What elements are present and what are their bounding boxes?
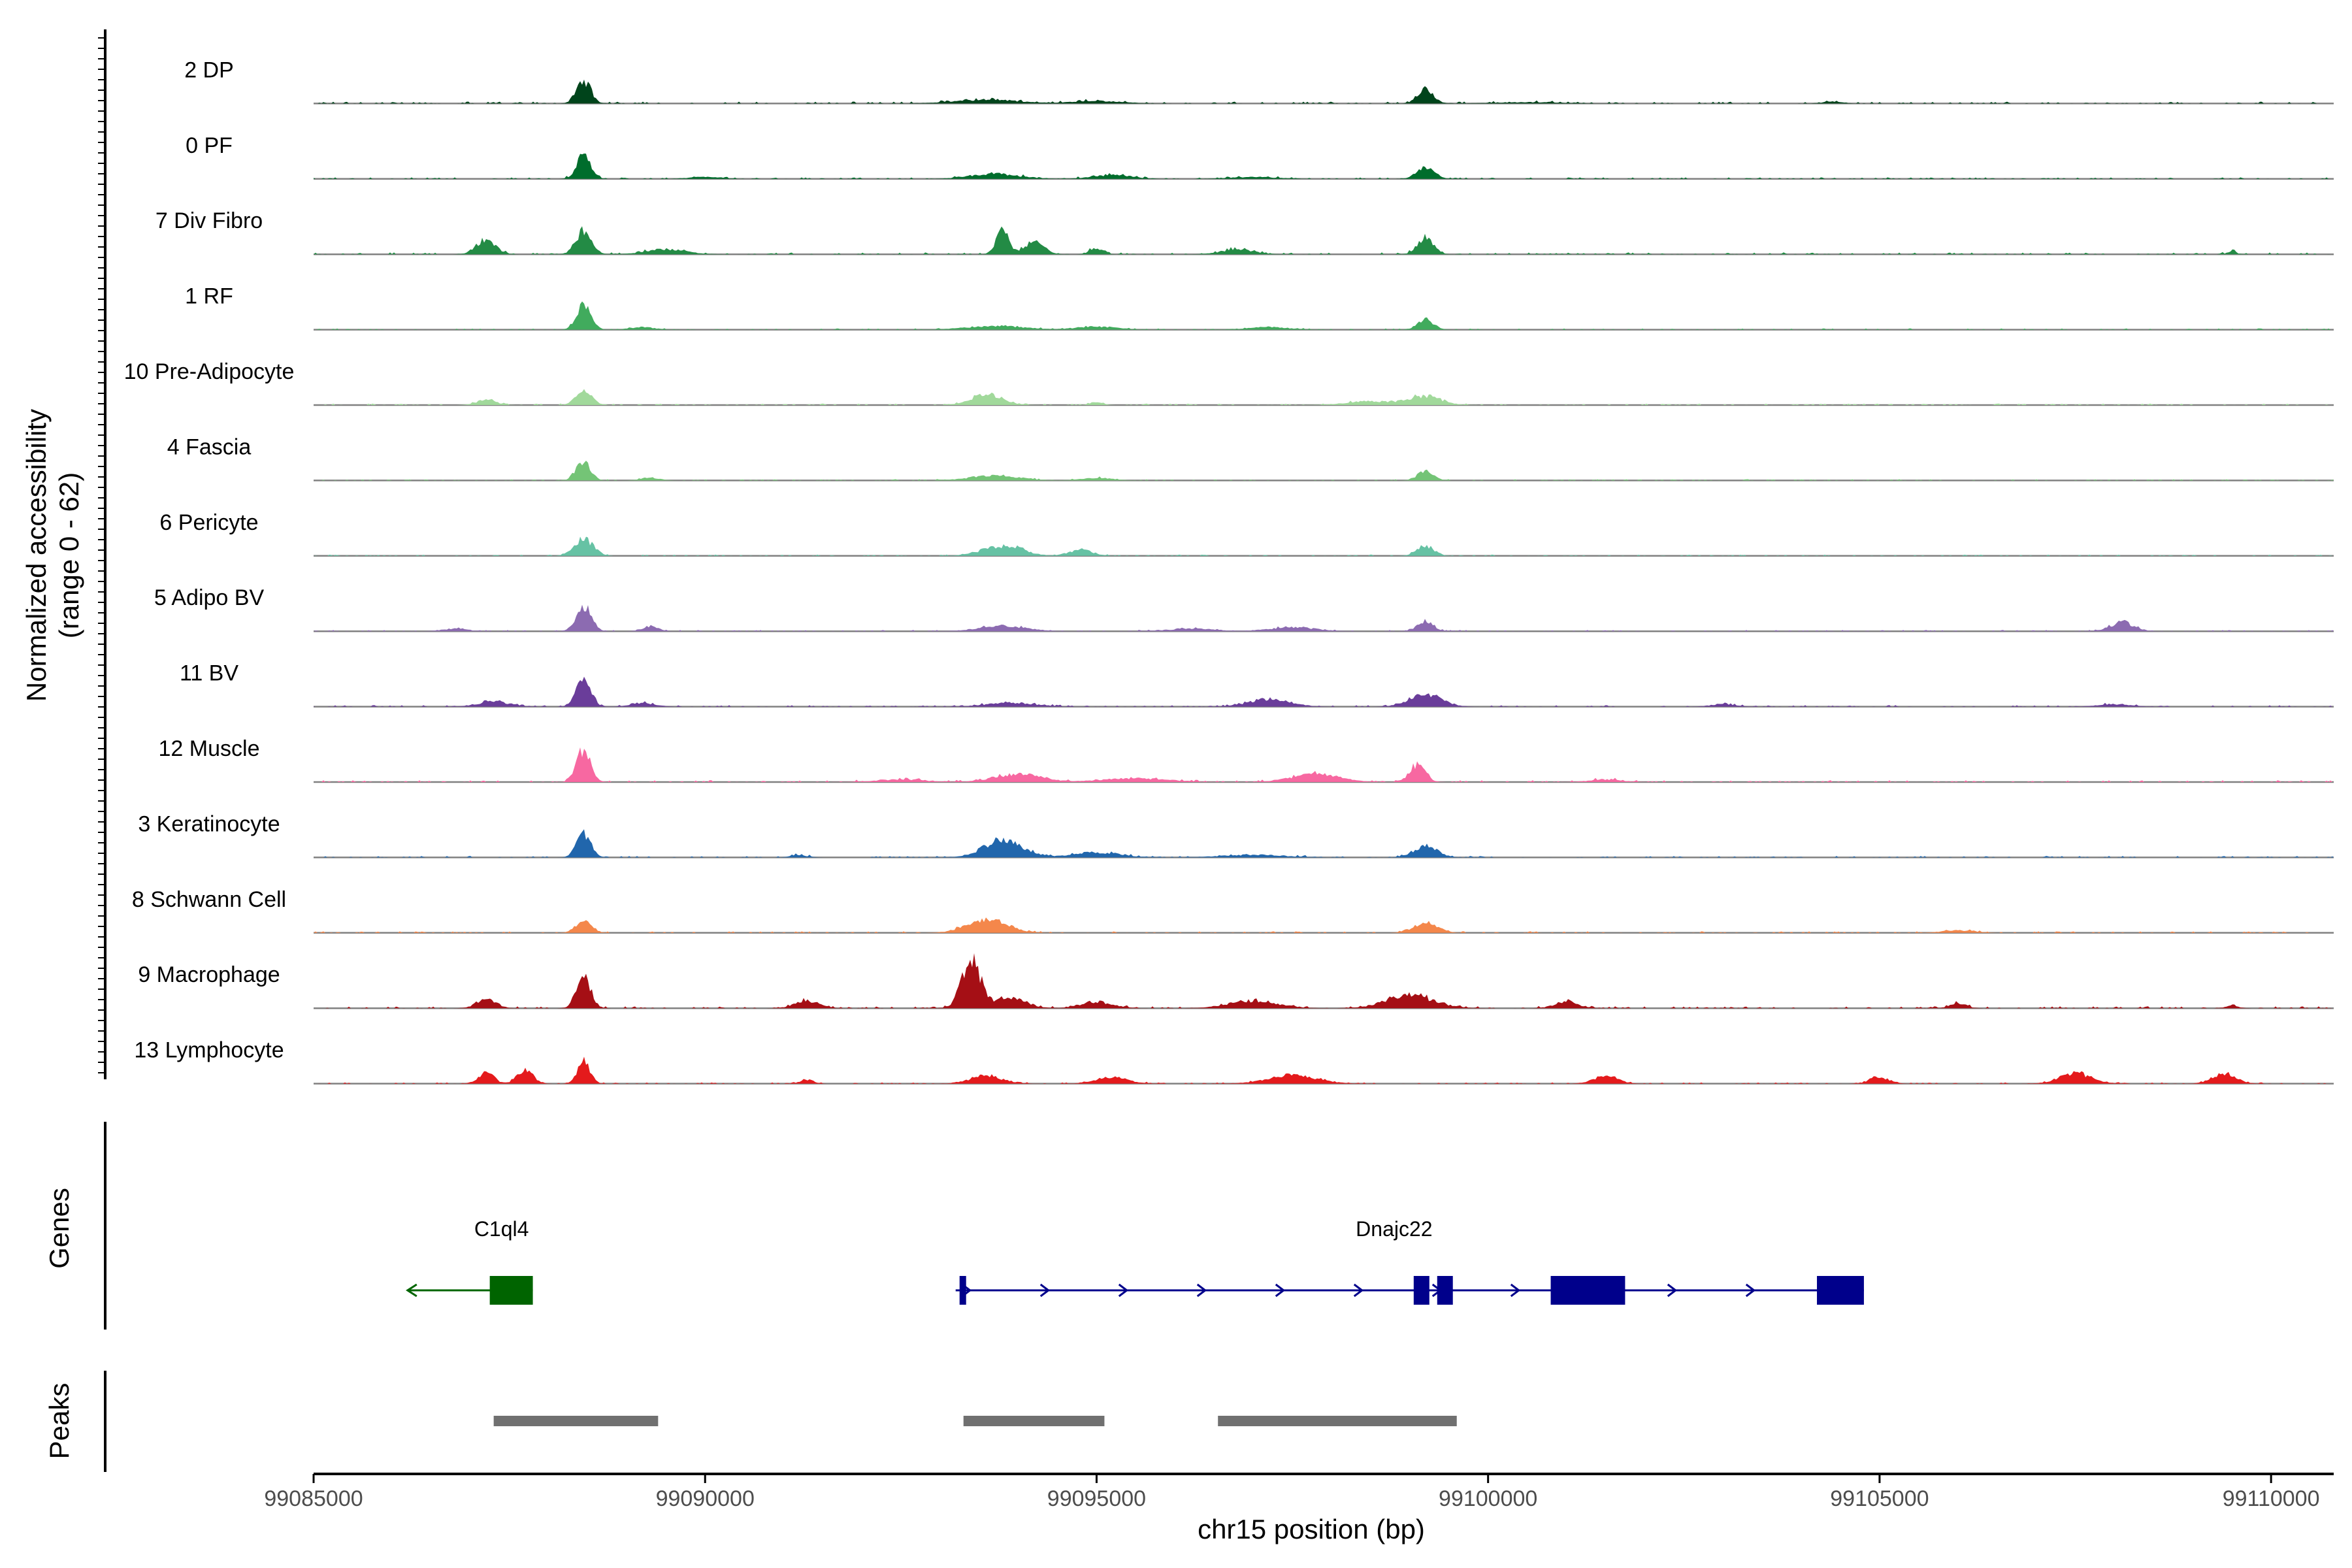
gene-label: C1ql4: [474, 1217, 529, 1241]
track-12-muscle: 12 Muscle: [159, 736, 2334, 783]
track-label: 8 Schwann Cell: [132, 887, 286, 912]
gene-dnajc22: Dnajc22: [955, 1217, 1864, 1305]
exon: [1413, 1276, 1429, 1305]
x-axis-title: chr15 position (bp): [1198, 1514, 1425, 1544]
strand-arrow: [1745, 1283, 1756, 1298]
track-label: 1 RF: [185, 284, 233, 309]
track-13-lymphocyte: 13 Lymphocyte: [134, 1038, 2334, 1085]
coverage-area: [314, 829, 2334, 858]
coverage-area: [314, 953, 2334, 1009]
exon: [1817, 1276, 1864, 1305]
exon: [959, 1276, 966, 1305]
x-tick-label: 99100000: [1439, 1486, 1537, 1511]
track-9-macrophage: 9 Macrophage: [138, 953, 2334, 1009]
x-tick-label: 99110000: [2223, 1486, 2320, 1511]
track-11-bv: 11 BV: [180, 661, 2334, 708]
strand-arrow: [406, 1283, 417, 1298]
track-label: 7 Div Fibro: [155, 208, 263, 233]
exon: [1550, 1276, 1625, 1305]
coverage-tracks: 2 DP 0 PF 7 Div Fibro 1 RF 10 Pre-Adipocyte 4…: [124, 57, 2334, 1085]
track-label: 2 DP: [184, 57, 234, 82]
track-5-adipo-bv: 5 Adipo BV: [154, 585, 2334, 632]
coverage-area: [314, 536, 2334, 556]
coverage-area: [314, 154, 2334, 179]
track-0-pf: 0 PF: [186, 133, 2334, 180]
coverage-area: [314, 226, 2334, 255]
coverage-y-ticks: [98, 37, 105, 1073]
track-4-fascia: 4 Fascia: [167, 434, 2334, 482]
track-8-schwann-cell: 8 Schwann Cell: [132, 887, 2334, 934]
track-label: 10 Pre-Adipocyte: [124, 359, 295, 384]
track-7-div-fibro: 7 Div Fibro: [155, 208, 2334, 255]
x-tick-label: 99090000: [656, 1486, 755, 1511]
track-2-dp: 2 DP: [184, 57, 2334, 105]
coverage-area: [314, 1056, 2334, 1084]
coverage-area: [314, 301, 2334, 330]
y-axis-title-line1: Normalized accessibility: [21, 409, 52, 702]
track-10-pre-adipocyte: 10 Pre-Adipocyte: [124, 359, 2334, 406]
gene-annotations: C1ql4 Dnajc22: [406, 1217, 1864, 1305]
track-label: 4 Fascia: [167, 434, 252, 459]
x-axis-ticks: 99085000 99090000 99095000 99100000 99105000…: [264, 1474, 2319, 1511]
track-6-pericyte: 6 Pericyte: [159, 510, 2334, 557]
gene-c1ql4: C1ql4: [406, 1217, 533, 1305]
peak-bar: [1218, 1416, 1457, 1426]
track-label: 5 Adipo BV: [154, 585, 265, 610]
track-1-rf: 1 RF: [185, 284, 2334, 331]
track-label: 9 Macrophage: [138, 962, 280, 987]
x-tick-label: 99095000: [1047, 1486, 1146, 1511]
peak-regions: [493, 1416, 1457, 1426]
coverage-area: [314, 461, 2334, 481]
coverage-area: [314, 917, 2334, 933]
peak-bar: [963, 1416, 1105, 1426]
coverage-area: [314, 747, 2334, 782]
strand-arrow: [1118, 1283, 1129, 1298]
coverage-area: [314, 676, 2334, 707]
track-label: 11 BV: [180, 661, 238, 686]
track-label: 3 Keratinocyte: [138, 811, 280, 836]
coverage-area: [314, 604, 2334, 632]
x-tick-label: 99085000: [264, 1486, 363, 1511]
track-3-keratinocyte: 3 Keratinocyte: [138, 811, 2334, 858]
genes-panel-title: Genes: [44, 1188, 74, 1269]
track-label: 0 PF: [186, 133, 233, 158]
coverage-area: [314, 79, 2334, 104]
strand-arrow: [1275, 1283, 1286, 1298]
track-label: 13 Lymphocyte: [134, 1038, 284, 1063]
x-tick-label: 99105000: [1830, 1486, 1929, 1511]
exon: [489, 1276, 533, 1305]
coverage-area: [314, 389, 2334, 405]
gene-label: Dnajc22: [1356, 1217, 1432, 1241]
peaks-panel-title: Peaks: [44, 1383, 74, 1460]
strand-arrow: [1510, 1283, 1521, 1298]
strand-arrow: [1353, 1283, 1364, 1298]
peak-bar: [493, 1416, 659, 1426]
track-label: 12 Muscle: [159, 736, 260, 761]
strand-arrow: [1196, 1283, 1207, 1298]
strand-arrow: [1039, 1283, 1051, 1298]
exon: [1437, 1276, 1453, 1305]
track-label: 6 Pericyte: [159, 510, 258, 535]
strand-arrow: [1667, 1283, 1678, 1298]
y-axis-title-line2: (range 0 - 62): [54, 472, 84, 638]
